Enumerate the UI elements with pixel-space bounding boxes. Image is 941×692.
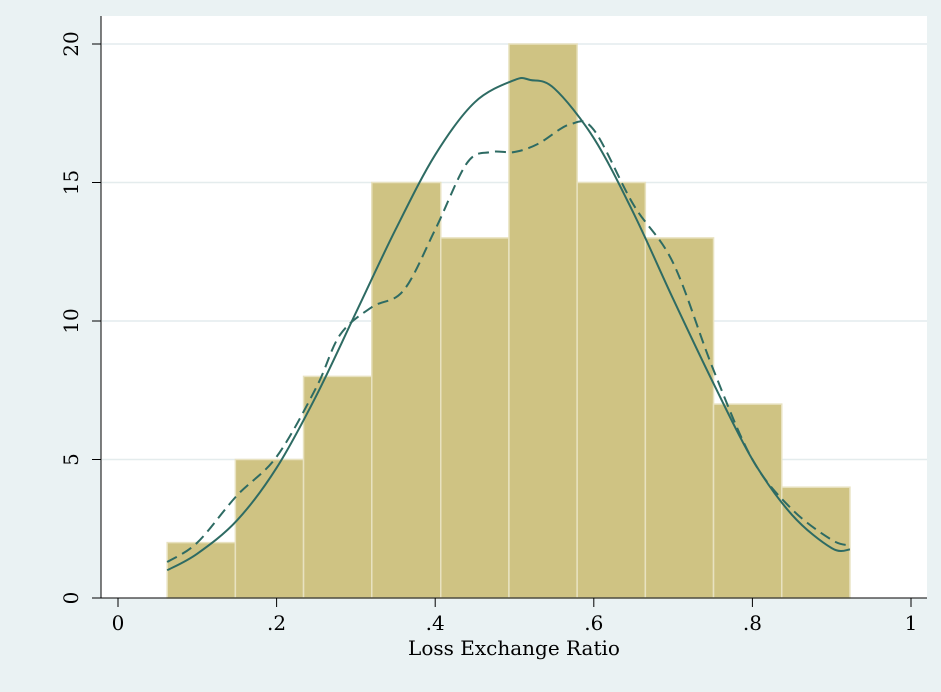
- histogram-bar: [712, 403, 783, 599]
- density-curve-solid: [166, 77, 851, 572]
- y-tick-label: 15: [59, 170, 83, 195]
- x-axis-label: Loss Exchange Ratio: [408, 636, 620, 660]
- histogram-bar: [576, 181, 647, 599]
- histogram-bar: [234, 458, 305, 599]
- y-tick-label: 5: [59, 453, 83, 466]
- y-tick-label: 10: [59, 308, 83, 333]
- histogram-bar: [508, 43, 578, 599]
- x-tick-label: .8: [743, 611, 762, 635]
- histogram-bar: [440, 237, 510, 599]
- density-curve-dashed: [166, 120, 851, 563]
- histogram-bar: [371, 181, 442, 599]
- x-tick-label: .4: [426, 611, 445, 635]
- x-tick-label: .2: [267, 611, 286, 635]
- y-tick-label: 0: [59, 592, 83, 605]
- histogram-bars: [166, 43, 851, 599]
- x-tick-label: 1: [905, 611, 918, 635]
- y-tick-label: 20: [59, 31, 83, 56]
- density-curves: [166, 77, 851, 572]
- x-tick-label: 0: [112, 611, 125, 635]
- histogram-bar: [302, 375, 373, 599]
- histogram-bar: [644, 237, 715, 599]
- x-tick-label: .6: [584, 611, 603, 635]
